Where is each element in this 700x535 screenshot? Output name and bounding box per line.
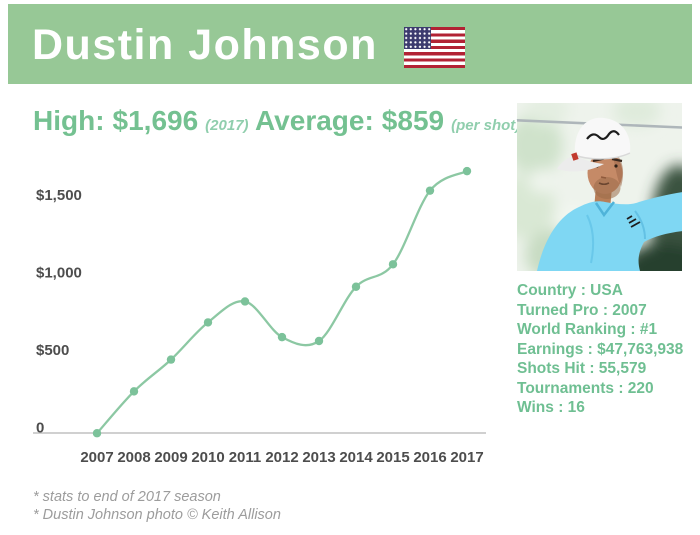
player-stat-row: Earnings : $47,763,938 — [517, 340, 684, 358]
data-point-dot — [351, 282, 361, 291]
data-point-dot — [240, 297, 250, 306]
header-banner: Dustin Johnson — [8, 4, 692, 84]
earnings-line — [95, 169, 469, 435]
x-tick-label: 2010 — [191, 449, 224, 466]
high-value: $1,696 — [112, 105, 199, 136]
golfer-figure — [537, 117, 682, 271]
flag-canton — [404, 27, 431, 49]
y-tick-label: $500 — [36, 342, 69, 359]
player-stat-row: Turned Pro : 2007 — [517, 301, 647, 319]
player-photo — [517, 103, 682, 271]
y-tick-label: 0 — [36, 419, 44, 436]
shirt-logo — [626, 215, 641, 228]
average-note: (per shot) — [451, 117, 521, 134]
player-stats-list: Country : USA Turned Pro : 2007 World Rank… — [517, 281, 683, 418]
data-point-dot — [92, 429, 102, 438]
footnote-line: * Dustin Johnson photo © Keith Allison — [33, 507, 281, 523]
footnotes: * stats to end of 2017 season * Dustin Jo… — [33, 488, 281, 524]
x-tick-label: 2017 — [450, 449, 483, 466]
x-tick-label: 2016 — [413, 449, 446, 466]
x-tick-label: 2009 — [154, 449, 187, 466]
player-photo-illustration — [517, 103, 682, 271]
y-tick-label: $1,500 — [36, 187, 82, 204]
usa-flag-icon — [404, 27, 465, 68]
data-point-dot — [277, 332, 287, 342]
data-point-dot — [166, 355, 176, 364]
average-label: Average: — [255, 105, 374, 136]
x-tick-label: 2011 — [229, 449, 262, 466]
high-note: (2017) — [205, 117, 249, 134]
player-stat-row: Tournaments : 220 — [517, 379, 654, 397]
average-value: $859 — [381, 105, 445, 136]
data-point-dot — [462, 166, 472, 176]
data-point-dot — [129, 387, 139, 396]
x-tick-label: 2013 — [302, 449, 335, 466]
average-stat: Average: $859 (per shot) — [255, 103, 520, 139]
player-stat-row: Country : USA — [517, 282, 623, 299]
x-tick-label: 2008 — [117, 449, 150, 466]
x-tick-label: 2015 — [376, 449, 409, 466]
player-stat-row: World Ranking : #1 — [517, 321, 658, 338]
x-tick-label: 2014 — [339, 449, 373, 466]
x-tick-label: 2007 — [80, 449, 113, 466]
y-tick-label: $1,000 — [36, 264, 82, 281]
data-point-dot — [203, 318, 213, 327]
high-label: High: — [33, 105, 105, 136]
player-stat-row: Wins : 16 — [517, 399, 585, 416]
high-stat: High: $1,696 (2017) — [33, 103, 249, 139]
footnote-line: * stats to end of 2017 season — [33, 489, 221, 505]
data-point-dot — [425, 186, 435, 195]
cap-logo — [586, 130, 620, 141]
data-point-dot — [388, 260, 398, 269]
player-stat-row: Shots Hit : 55,579 — [517, 360, 647, 377]
data-point-dot — [314, 336, 324, 346]
page-title: Dustin Johnson — [32, 21, 378, 69]
x-tick-label: 2012 — [265, 449, 298, 466]
